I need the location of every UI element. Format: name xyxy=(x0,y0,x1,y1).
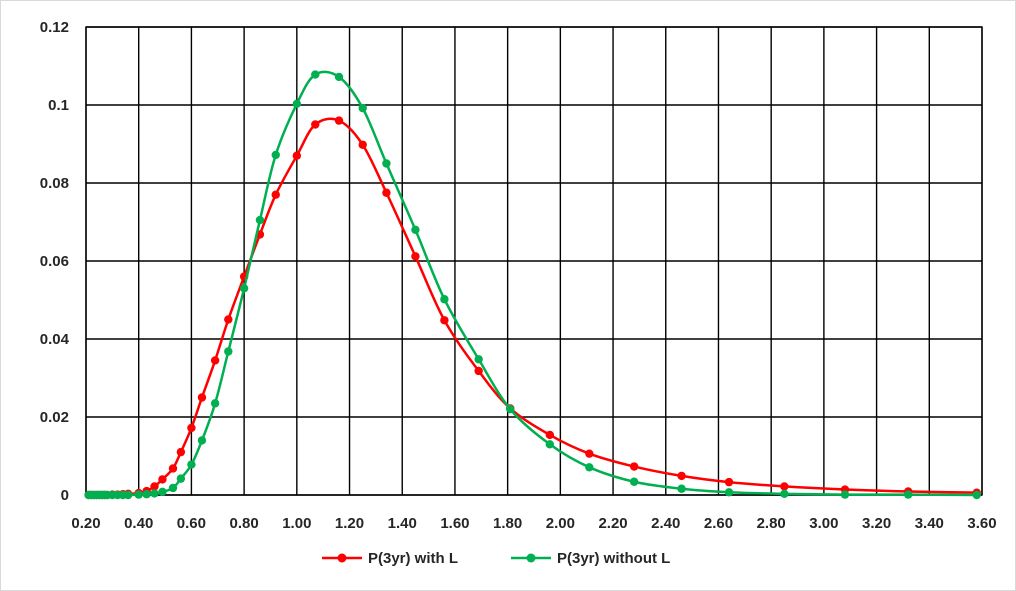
x-tick-label: 0.60 xyxy=(177,515,206,532)
x-tick-label: 0.80 xyxy=(230,515,259,532)
data-point xyxy=(972,490,981,500)
y-axis: 0 0.02 0.04 0.06 0.08 0.1 0.12 xyxy=(40,19,70,504)
data-point xyxy=(724,477,734,487)
data-point xyxy=(224,347,233,356)
data-point xyxy=(440,316,449,325)
data-point xyxy=(780,489,789,499)
x-tick-label: 2.80 xyxy=(757,515,786,532)
x-tick-label: 2.60 xyxy=(704,515,733,532)
y-tick-label: 0.06 xyxy=(40,253,69,270)
data-point xyxy=(150,482,159,491)
legend[interactable]: P(3yr) with L P(3yr) without L xyxy=(322,550,670,567)
x-tick-label: 1.60 xyxy=(440,515,469,532)
x-tick-label: 0.20 xyxy=(71,515,100,532)
x-tick-label: 3.40 xyxy=(915,515,944,532)
y-tick-label: 0.12 xyxy=(40,19,69,36)
series-line-1 xyxy=(88,70,977,497)
data-point xyxy=(382,159,391,168)
data-point xyxy=(150,489,159,498)
series-0 xyxy=(84,116,981,500)
data-point xyxy=(358,103,367,113)
data-point xyxy=(334,116,344,125)
data-point xyxy=(224,315,233,324)
data-point xyxy=(904,490,913,499)
plot-frame xyxy=(85,26,983,496)
data-point xyxy=(585,449,594,458)
data-point xyxy=(382,188,391,197)
data-point xyxy=(176,474,186,483)
legend-marker-with-l xyxy=(337,553,347,563)
x-axis: 0.20 0.40 0.60 0.80 1.00 1.20 1.40 1.60 1.80 2.00… xyxy=(71,515,996,532)
data-point xyxy=(292,99,302,109)
data-point xyxy=(187,460,196,469)
data-point xyxy=(271,190,280,199)
y-tick-label: 0.1 xyxy=(48,97,69,114)
data-point xyxy=(629,477,639,486)
data-point xyxy=(311,70,320,79)
data-point xyxy=(292,151,302,160)
data-point xyxy=(168,464,178,473)
data-point xyxy=(210,399,220,408)
data-point xyxy=(474,366,483,376)
x-tick-label: 3.00 xyxy=(809,515,838,532)
data-point xyxy=(168,483,178,493)
x-tick-label: 1.40 xyxy=(388,515,417,532)
data-point xyxy=(474,355,483,364)
data-point xyxy=(255,215,265,225)
legend-item-with-l[interactable]: P(3yr) with L xyxy=(322,550,458,567)
data-point xyxy=(840,490,850,499)
data-point xyxy=(197,393,207,402)
data-point xyxy=(176,447,186,457)
series-1 xyxy=(84,70,981,500)
data-point xyxy=(210,356,220,365)
data-point xyxy=(358,140,367,149)
data-point xyxy=(629,462,639,471)
data-point xyxy=(585,463,594,472)
legend-label-without-l: P(3yr) without L xyxy=(557,550,670,567)
data-point xyxy=(440,295,449,304)
x-tick-label: 2.00 xyxy=(546,515,575,532)
legend-item-without-l[interactable]: P(3yr) without L xyxy=(511,550,670,567)
data-point xyxy=(158,475,167,484)
series-line-0 xyxy=(88,117,977,497)
data-point xyxy=(780,482,789,491)
x-tick-label: 3.20 xyxy=(862,515,891,532)
data-point xyxy=(271,150,280,160)
legend-marker-without-l xyxy=(526,553,536,563)
x-tick-label: 3.60 xyxy=(967,515,996,532)
legend-label-with-l: P(3yr) with L xyxy=(368,550,458,567)
x-tick-label: 2.20 xyxy=(598,515,627,532)
data-point xyxy=(134,490,143,499)
y-tick-label: 0.08 xyxy=(40,175,69,192)
data-point xyxy=(142,490,151,499)
x-tick-label: 1.80 xyxy=(493,515,522,532)
data-point xyxy=(545,430,555,440)
x-tick-label: 2.40 xyxy=(651,515,680,532)
data-point xyxy=(411,252,420,261)
x-tick-label: 1.20 xyxy=(335,515,364,532)
y-tick-label: 0 xyxy=(61,487,69,504)
y-tick-label: 0.02 xyxy=(40,409,69,426)
data-point xyxy=(677,484,686,493)
data-point xyxy=(311,120,320,129)
data-point xyxy=(724,488,734,497)
x-tick-label: 0.40 xyxy=(124,515,153,532)
data-point xyxy=(545,440,555,449)
data-point xyxy=(239,284,249,293)
data-point xyxy=(187,423,196,433)
data-point xyxy=(506,405,515,414)
data-point xyxy=(411,225,420,234)
data-point xyxy=(334,72,344,82)
data-point xyxy=(197,436,207,445)
series-layer xyxy=(84,70,981,500)
data-point xyxy=(123,490,133,500)
data-point xyxy=(158,487,167,497)
data-point xyxy=(677,471,686,481)
x-tick-label: 1.00 xyxy=(282,515,311,532)
y-tick-label: 0.04 xyxy=(40,331,70,348)
